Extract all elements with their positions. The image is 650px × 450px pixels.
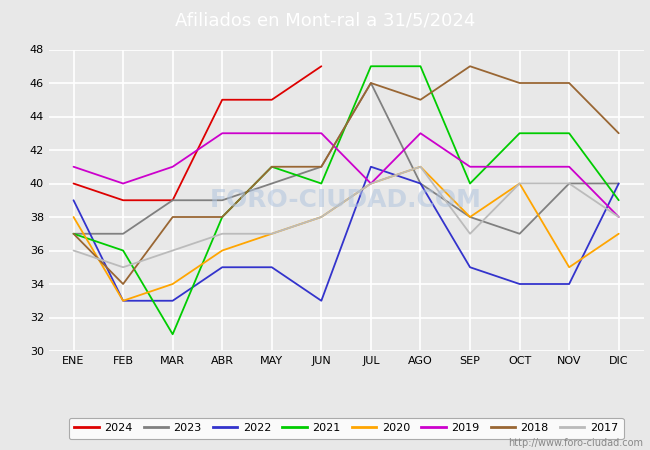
Legend: 2024, 2023, 2022, 2021, 2020, 2019, 2018, 2017: 2024, 2023, 2022, 2021, 2020, 2019, 2018… bbox=[68, 418, 624, 439]
Text: http://www.foro-ciudad.com: http://www.foro-ciudad.com bbox=[508, 438, 644, 448]
Text: FORO-CIUDAD.COM: FORO-CIUDAD.COM bbox=[210, 188, 482, 212]
Text: Afiliados en Mont-ral a 31/5/2024: Afiliados en Mont-ral a 31/5/2024 bbox=[175, 11, 475, 29]
